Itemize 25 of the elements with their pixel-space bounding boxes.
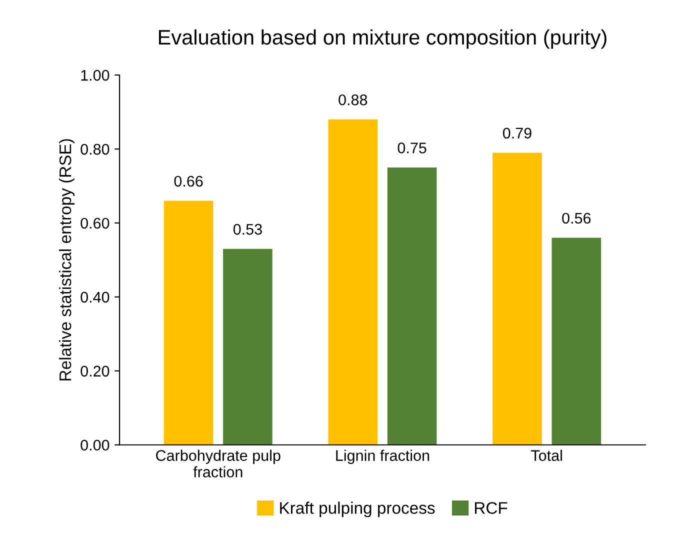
bar [164,200,214,445]
bar [223,248,272,445]
bar [492,152,542,445]
data-label: 0.88 [338,94,368,106]
chart-title: Evaluation based on mixture composition (purity) [158,29,606,49]
bar [328,119,378,445]
y-tick-label: 0.60 [80,218,110,229]
data-label: 0.66 [174,176,203,187]
x-tick-label: Total [531,450,562,461]
y-tick-label: 0.00 [80,440,110,451]
x-tick-label: Carbohydrate pulp fraction [156,450,280,478]
data-label: 0.53 [233,224,262,235]
data-label: 0.79 [502,128,532,139]
y-tick-label: 0.20 [80,366,110,377]
legend-label: RCF [475,502,508,514]
x-tick-label: Lignin fraction [336,450,430,464]
y-tick-label: 0.40 [80,292,110,303]
bar [552,238,602,445]
y-axis-title: Relative statistical entropy (RSE) [58,139,75,380]
y-tick-label: 0.80 [80,144,110,155]
data-label: 0.56 [562,212,591,224]
bar [387,168,437,445]
legend-label: Kraft pulping process [280,502,435,518]
y-tick-label: 1.00 [81,70,110,81]
data-label: 0.75 [398,142,426,154]
